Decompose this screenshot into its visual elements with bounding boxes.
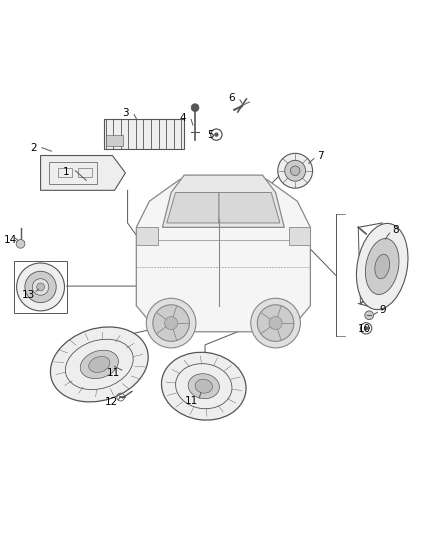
Bar [106, 135, 123, 146]
Text: 13: 13 [22, 290, 35, 300]
Bar [136, 228, 158, 245]
Circle shape [165, 317, 178, 329]
Text: 3: 3 [123, 108, 129, 118]
Ellipse shape [195, 379, 212, 393]
Text: 1: 1 [63, 167, 69, 176]
Ellipse shape [80, 350, 118, 378]
Bar [289, 228, 311, 245]
Text: 10: 10 [358, 324, 371, 334]
Circle shape [153, 305, 189, 341]
Text: 8: 8 [392, 225, 399, 236]
Polygon shape [162, 175, 284, 228]
Circle shape [32, 279, 49, 295]
Bar [104, 119, 184, 149]
Text: 2: 2 [30, 143, 36, 152]
Text: 9: 9 [379, 305, 385, 315]
Ellipse shape [375, 254, 390, 279]
Circle shape [278, 154, 313, 188]
Circle shape [269, 317, 282, 329]
Text: 11: 11 [107, 368, 120, 378]
Text: 11: 11 [184, 397, 198, 407]
Bar [49, 162, 97, 184]
Polygon shape [167, 192, 219, 223]
Circle shape [257, 305, 294, 341]
Polygon shape [136, 180, 311, 332]
Text: 4: 4 [179, 112, 186, 123]
Circle shape [251, 298, 300, 348]
Circle shape [17, 263, 64, 311]
Circle shape [214, 133, 219, 137]
Ellipse shape [365, 238, 399, 295]
Ellipse shape [357, 223, 408, 310]
Polygon shape [41, 156, 125, 190]
Circle shape [25, 271, 56, 303]
Circle shape [37, 283, 45, 291]
Ellipse shape [162, 352, 246, 420]
Text: 7: 7 [317, 151, 324, 161]
Text: 5: 5 [207, 130, 214, 140]
Ellipse shape [188, 374, 219, 399]
Bar [78, 168, 92, 177]
Polygon shape [219, 192, 280, 223]
Circle shape [191, 104, 199, 111]
Circle shape [365, 311, 374, 320]
Circle shape [285, 160, 306, 181]
Circle shape [364, 326, 368, 330]
Circle shape [16, 239, 25, 248]
Bar [14, 261, 67, 313]
Circle shape [290, 166, 300, 175]
Ellipse shape [50, 327, 148, 402]
Bar [58, 168, 72, 177]
Text: 12: 12 [105, 397, 118, 407]
Text: 14: 14 [4, 235, 17, 245]
Text: 6: 6 [229, 93, 235, 103]
Circle shape [146, 298, 196, 348]
Ellipse shape [89, 357, 110, 373]
